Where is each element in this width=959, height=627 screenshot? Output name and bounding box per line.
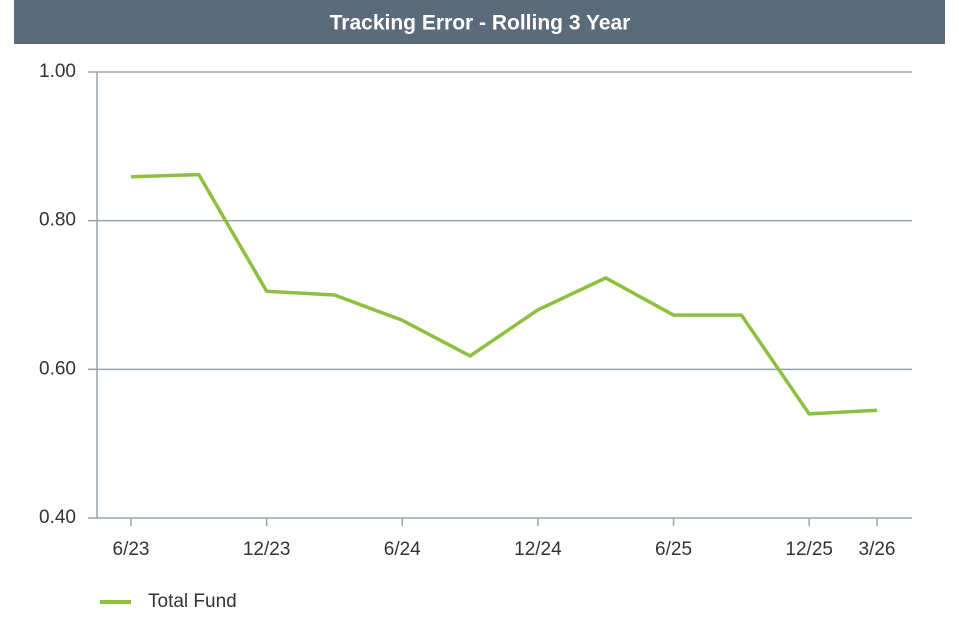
x-tick-label: 3/26 [859,539,896,560]
x-tick-label: 12/23 [243,539,291,560]
y-tick-label: 0.80 [39,210,76,231]
y-tick-label: 0.40 [39,507,76,528]
title-bar [14,0,945,44]
x-tick-label: 6/24 [384,539,421,560]
data-line [130,172,878,416]
x-tick-label: 12/24 [514,539,562,560]
y-tick-label: 0.60 [39,358,76,379]
x-tick-label: 6/25 [655,539,692,560]
chart-title: Tracking Error - Rolling 3 Year [330,12,631,35]
y-tick-label: 1.00 [39,61,76,82]
legend-label: Total Fund [148,591,237,612]
x-tick-label: 6/23 [113,539,150,560]
x-tick-label: 12/25 [785,539,833,560]
